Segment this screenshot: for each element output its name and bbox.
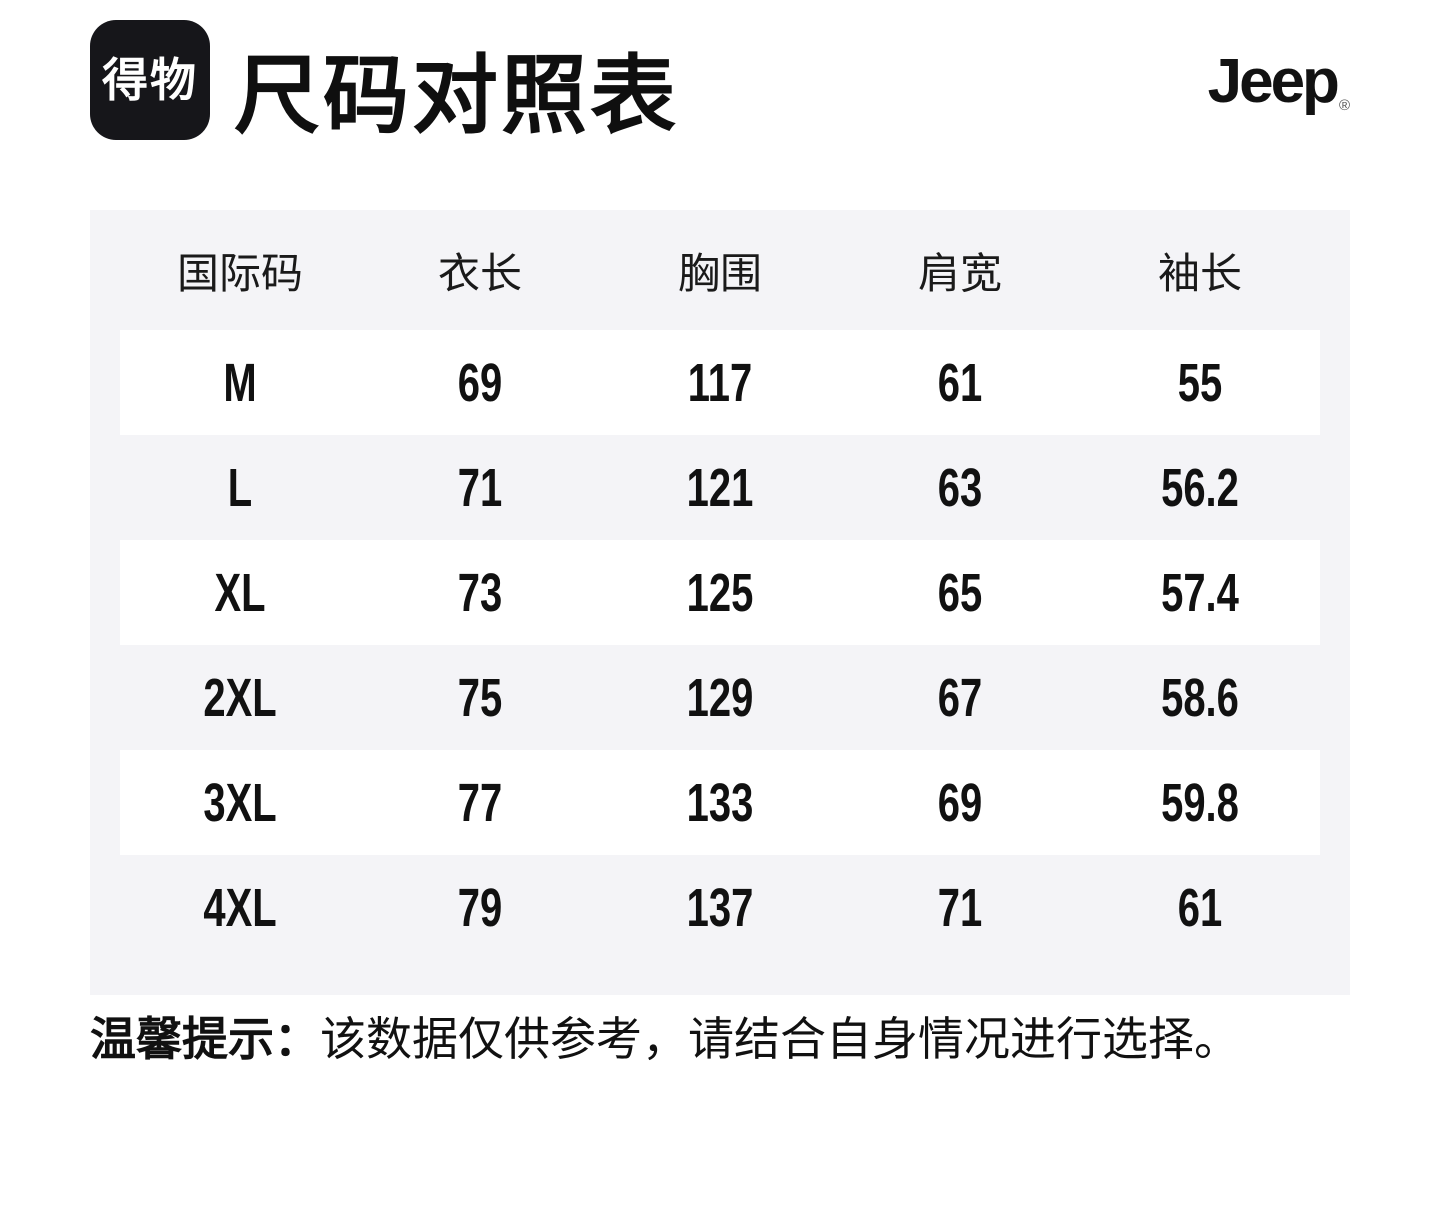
disclaimer-text: 该数据仅供参考，请结合自身情况进行选择。	[320, 1013, 1240, 1065]
table-row: L 71 121 63 56.2	[120, 435, 1320, 540]
page-title: 尺码对照表	[234, 48, 679, 144]
value-cell: 129	[686, 667, 754, 728]
column-header-garment-length: 衣长	[437, 249, 522, 297]
value-cell: 55	[1177, 352, 1223, 413]
disclaimer-note: 温馨提示：该数据仅供参考，请结合自身情况进行选择。	[90, 1013, 1350, 1066]
value-cell: 125	[686, 562, 754, 623]
value-cell: 59.8	[1161, 772, 1239, 833]
jeep-logo-text: Jeep	[1207, 47, 1340, 116]
value-cell: 117	[687, 352, 753, 413]
column-header-sleeve: 袖长	[1157, 249, 1242, 297]
size-table: 国际码 衣长 胸围 肩宽 袖长 M 69 117 61 55 L 71 121 …	[90, 210, 1350, 995]
table-row: 2XL 75 129 67 58.6	[120, 645, 1320, 750]
value-cell: 133	[686, 772, 754, 833]
size-cell: M	[223, 352, 257, 413]
size-cell: 2XL	[203, 667, 277, 728]
value-cell: 75	[457, 667, 503, 728]
size-cell: 3XL	[203, 772, 277, 833]
jeep-logo: Jeep ®	[1208, 51, 1350, 114]
value-cell: 69	[457, 352, 503, 413]
value-cell: 56.2	[1161, 457, 1239, 518]
value-cell: 67	[937, 667, 983, 728]
registered-trademark-icon: ®	[1338, 97, 1350, 114]
header-bar: 得物 尺码对照表 Jeep ®	[90, 20, 1350, 140]
dewu-logo: 得物	[90, 20, 210, 140]
table-header-row: 国际码 衣长 胸围 肩宽 袖长	[120, 210, 1320, 330]
value-cell: 137	[686, 877, 754, 938]
size-cell: 4XL	[203, 877, 277, 938]
table-row: 4XL 79 137 71 61	[120, 855, 1320, 960]
size-cell: L	[227, 457, 253, 518]
table-row: XL 73 125 65 57.4	[120, 540, 1320, 645]
column-header-chest: 胸围	[677, 249, 762, 297]
table-row: 3XL 77 133 69 59.8	[120, 750, 1320, 855]
value-cell: 77	[457, 772, 503, 833]
value-cell: 61	[937, 352, 983, 413]
value-cell: 58.6	[1161, 667, 1239, 728]
dewu-logo-text: 得物	[102, 54, 198, 106]
disclaimer-label: 温馨提示：	[90, 1013, 320, 1065]
value-cell: 73	[457, 562, 503, 623]
value-cell: 121	[686, 457, 754, 518]
value-cell: 71	[937, 877, 983, 938]
size-cell: XL	[214, 562, 266, 623]
table-body: M 69 117 61 55 L 71 121 63 56.2 XL 73 12…	[120, 330, 1320, 960]
value-cell: 61	[1177, 877, 1223, 938]
value-cell: 69	[937, 772, 983, 833]
column-header-shoulder: 肩宽	[917, 249, 1002, 297]
value-cell: 65	[937, 562, 983, 623]
table-row: M 69 117 61 55	[120, 330, 1320, 435]
value-cell: 71	[457, 457, 503, 518]
value-cell: 79	[457, 877, 503, 938]
value-cell: 63	[937, 457, 983, 518]
column-header-intl-size: 国际码	[176, 249, 303, 297]
value-cell: 57.4	[1161, 562, 1239, 623]
